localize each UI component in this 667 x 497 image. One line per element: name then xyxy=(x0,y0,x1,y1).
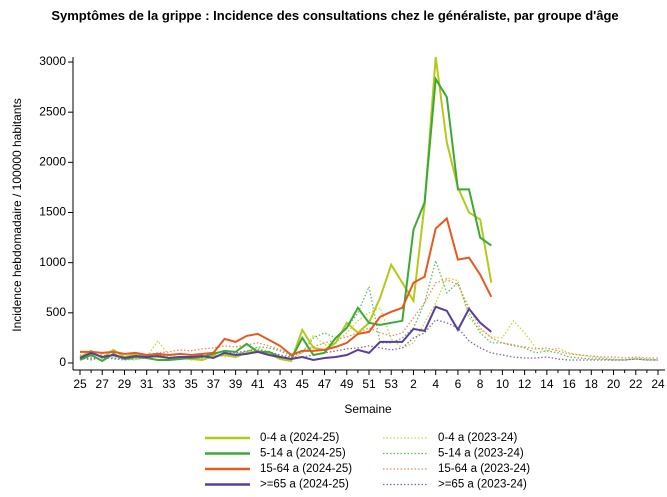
series-line xyxy=(79,305,492,362)
y-axis-label: Incidence hebdomadaire / 100000 habitant… xyxy=(10,98,24,332)
legend-label: 0-4 a (2024-25) xyxy=(260,432,339,444)
y-tick-label: 1500 xyxy=(39,205,66,219)
x-tick-label: 25 xyxy=(73,377,87,391)
legend-label: 0-4 a (2023-24) xyxy=(438,432,517,444)
y-tick-label: 2000 xyxy=(39,155,66,169)
x-tick-label: 41 xyxy=(251,377,265,391)
x-tick-label: 29 xyxy=(118,377,132,391)
y-tick-label: 3000 xyxy=(39,54,66,68)
x-tick-label: 4 xyxy=(432,377,439,391)
legend-label: 15-64 a (2023-24) xyxy=(438,463,530,475)
x-tick-label: 2 xyxy=(410,377,417,391)
y-tick-label: 2500 xyxy=(39,104,66,118)
x-tick-label: 27 xyxy=(96,377,110,391)
series-line xyxy=(79,276,659,361)
series-line xyxy=(79,56,493,363)
x-tick-label: 49 xyxy=(340,377,354,391)
x-tick-label: 12 xyxy=(518,377,532,391)
y-tick-label: 0 xyxy=(59,355,66,369)
series-line xyxy=(80,216,493,357)
series-line xyxy=(79,319,658,361)
x-tick-label: 43 xyxy=(273,377,287,391)
series-line xyxy=(79,258,658,361)
x-tick-label: 53 xyxy=(385,377,399,391)
legend-label: >=65 a (2024-25) xyxy=(260,479,349,491)
x-tick-label: 22 xyxy=(629,377,643,391)
x-tick-label: 6 xyxy=(455,377,462,391)
y-tick-label: 1000 xyxy=(39,255,66,269)
x-tick-label: 47 xyxy=(318,377,332,391)
legend-label: 15-64 a (2024-25) xyxy=(260,463,352,475)
x-tick-label: 37 xyxy=(207,377,221,391)
x-tick-label: 39 xyxy=(229,377,243,391)
legend-label: 5-14 a (2023-24) xyxy=(438,448,524,460)
x-tick-label: 20 xyxy=(607,377,621,391)
x-tick-label: 8 xyxy=(477,377,484,391)
x-tick-label: 51 xyxy=(362,377,376,391)
x-tick-label: 18 xyxy=(585,377,599,391)
x-tick-label: 24 xyxy=(651,377,665,391)
chart-title: Symptômes de la grippe : Incidence des c… xyxy=(51,8,619,23)
x-tick-label: 33 xyxy=(162,377,176,391)
x-tick-label: 14 xyxy=(540,377,554,391)
legend-label: 5-14 a (2024-25) xyxy=(260,448,346,460)
x-tick-label: 16 xyxy=(562,377,576,391)
x-tick-label: 35 xyxy=(184,377,198,391)
x-tick-label: 31 xyxy=(140,377,154,391)
x-axis-label: Semaine xyxy=(344,402,392,416)
legend-label: >=65 a (2023-24) xyxy=(438,479,527,491)
x-tick-label: 10 xyxy=(496,377,510,391)
x-tick-label: 45 xyxy=(296,377,310,391)
y-tick-label: 500 xyxy=(46,305,66,319)
